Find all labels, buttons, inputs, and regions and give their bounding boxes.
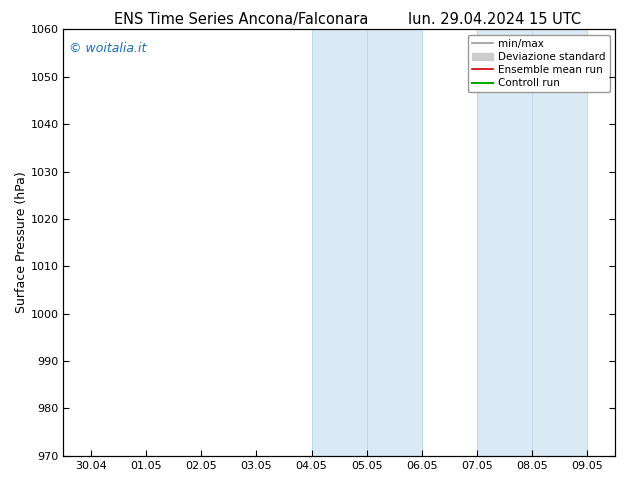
Bar <box>477 29 588 456</box>
Text: lun. 29.04.2024 15 UTC: lun. 29.04.2024 15 UTC <box>408 12 581 27</box>
Bar <box>312 29 422 456</box>
Text: ENS Time Series Ancona/Falconara: ENS Time Series Ancona/Falconara <box>113 12 368 27</box>
Legend: min/max, Deviazione standard, Ensemble mean run, Controll run: min/max, Deviazione standard, Ensemble m… <box>468 35 610 92</box>
Text: © woitalia.it: © woitalia.it <box>69 42 146 55</box>
Y-axis label: Surface Pressure (hPa): Surface Pressure (hPa) <box>15 172 28 314</box>
